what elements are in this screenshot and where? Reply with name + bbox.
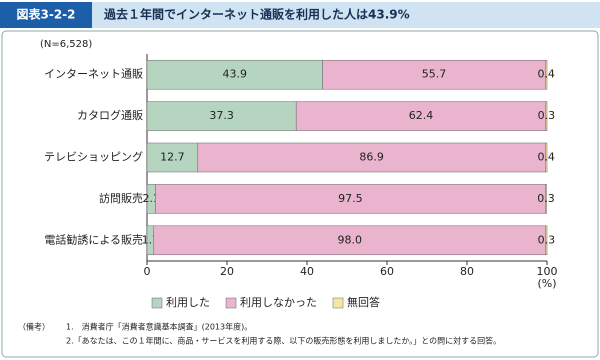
value-label: 37.3 bbox=[209, 109, 234, 122]
bar-segment bbox=[146, 59, 323, 90]
note: 2.「あなたは、この１年間に、商品・サービスを利用する際、以下の販売形態を利用し… bbox=[66, 336, 501, 346]
x-tick-label: 40 bbox=[300, 265, 314, 278]
bar-segment bbox=[155, 184, 546, 214]
value-label: 12.7 bbox=[160, 151, 185, 164]
header-label: 図表3-2-2 bbox=[16, 7, 75, 22]
bar-segment bbox=[545, 225, 548, 256]
x-tick-label: 60 bbox=[380, 265, 394, 278]
bar-segment bbox=[545, 184, 547, 214]
value-label: 43.9 bbox=[223, 68, 248, 81]
value-label: 0.4 bbox=[537, 151, 555, 164]
bar-segment bbox=[322, 59, 546, 90]
bar-segment bbox=[146, 101, 297, 131]
x-tick-label: 80 bbox=[460, 265, 474, 278]
value-label: 0.4 bbox=[537, 68, 555, 81]
value-label: 0.3 bbox=[537, 192, 555, 205]
notes-label: （備考） bbox=[18, 322, 50, 332]
x-unit: (%) bbox=[537, 277, 556, 290]
x-tick-label: 20 bbox=[220, 265, 234, 278]
category-label: カタログ通販 bbox=[77, 108, 143, 122]
n-note: (N=6,528) bbox=[40, 39, 92, 50]
bar-segment bbox=[545, 142, 548, 173]
value-label: 0.3 bbox=[538, 233, 556, 246]
legend-swatch bbox=[225, 297, 237, 309]
x-tick-label: 0 bbox=[144, 265, 151, 278]
value-label: 62.4 bbox=[409, 109, 434, 122]
header-title: 過去１年間でインターネット通販を利用した人は43.9% bbox=[103, 7, 410, 22]
value-label: 55.7 bbox=[422, 68, 447, 81]
value-label: 97.5 bbox=[338, 192, 363, 205]
bar-segment bbox=[295, 101, 547, 131]
value-label: 98.0 bbox=[338, 233, 363, 246]
category-label: テレビショッピング bbox=[44, 150, 143, 164]
bar-segment bbox=[153, 225, 547, 256]
bar-segment bbox=[146, 142, 199, 173]
bar-segment bbox=[545, 59, 548, 90]
panel-border bbox=[1, 30, 599, 358]
x-tick-label: 100 bbox=[537, 265, 558, 278]
category-label: 訪問販売 bbox=[99, 191, 143, 205]
legend-label: 利用しなかった bbox=[240, 296, 317, 309]
bar-segment bbox=[197, 142, 546, 173]
value-label: 86.9 bbox=[359, 151, 384, 164]
header-label-box bbox=[0, 2, 92, 28]
value-label: 0.3 bbox=[538, 109, 556, 122]
legend-swatch bbox=[332, 297, 344, 309]
legend-label: 利用した bbox=[166, 296, 210, 309]
bar-segment bbox=[545, 101, 548, 131]
note: 1. 消費者庁「消費者意識基本調査」(2013年度)。 bbox=[66, 322, 252, 332]
legend-swatch bbox=[151, 297, 163, 309]
category-label: インターネット通販 bbox=[44, 68, 143, 81]
header-bar bbox=[0, 2, 600, 28]
category-label: 電話勧誘による販売 bbox=[44, 232, 143, 246]
legend-label: 無回答 bbox=[347, 295, 380, 309]
